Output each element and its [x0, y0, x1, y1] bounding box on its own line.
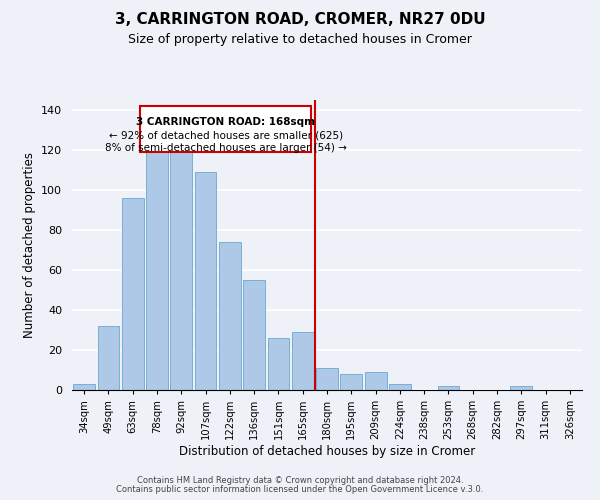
Bar — [268, 338, 289, 390]
FancyBboxPatch shape — [140, 106, 311, 152]
Bar — [340, 374, 362, 390]
Bar — [292, 332, 314, 390]
Text: Size of property relative to detached houses in Cromer: Size of property relative to detached ho… — [128, 32, 472, 46]
Bar — [219, 242, 241, 390]
Y-axis label: Number of detached properties: Number of detached properties — [23, 152, 35, 338]
Bar — [194, 172, 217, 390]
Bar — [73, 384, 95, 390]
Bar — [170, 124, 192, 390]
Text: Contains public sector information licensed under the Open Government Licence v.: Contains public sector information licen… — [116, 485, 484, 494]
Text: ← 92% of detached houses are smaller (625): ← 92% of detached houses are smaller (62… — [109, 130, 343, 140]
Bar — [437, 386, 460, 390]
Text: 8% of semi-detached houses are larger (54) →: 8% of semi-detached houses are larger (5… — [104, 143, 347, 153]
Bar — [511, 386, 532, 390]
Bar — [243, 280, 265, 390]
Bar — [97, 326, 119, 390]
Bar — [365, 372, 386, 390]
Bar — [389, 384, 411, 390]
Bar — [316, 368, 338, 390]
Bar — [122, 198, 143, 390]
Bar — [146, 124, 168, 390]
Text: 3, CARRINGTON ROAD, CROMER, NR27 0DU: 3, CARRINGTON ROAD, CROMER, NR27 0DU — [115, 12, 485, 28]
Text: Contains HM Land Registry data © Crown copyright and database right 2024.: Contains HM Land Registry data © Crown c… — [137, 476, 463, 485]
Text: 3 CARRINGTON ROAD: 168sqm: 3 CARRINGTON ROAD: 168sqm — [136, 117, 315, 127]
X-axis label: Distribution of detached houses by size in Cromer: Distribution of detached houses by size … — [179, 445, 475, 458]
